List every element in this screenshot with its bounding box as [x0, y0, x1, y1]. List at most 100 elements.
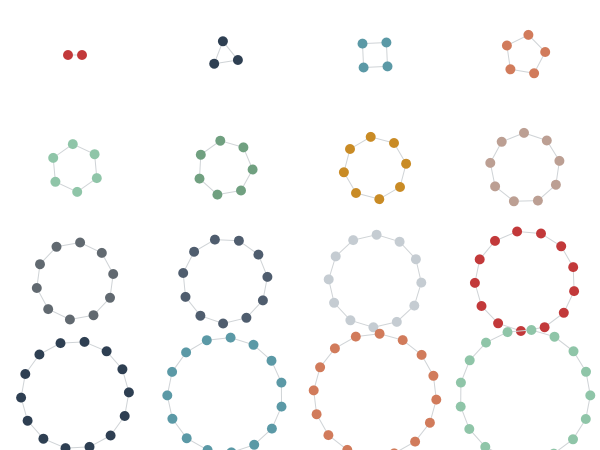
- graph-node: [195, 310, 206, 321]
- graph-node: [43, 304, 54, 315]
- cycle-graph-13: [469, 226, 580, 336]
- graph-node: [266, 355, 277, 366]
- graph-node: [519, 127, 529, 138]
- graph-node: [266, 423, 277, 434]
- graph-node: [63, 50, 73, 60]
- graph-node: [248, 339, 259, 350]
- graph-node: [189, 246, 200, 257]
- cycle-graph-11: [178, 234, 273, 329]
- graph-node: [67, 139, 78, 150]
- graph-node: [238, 142, 249, 153]
- graph-node: [554, 155, 565, 166]
- graph-node: [64, 314, 75, 325]
- graph-node: [368, 322, 379, 333]
- graph-node: [493, 318, 504, 329]
- graph-node: [348, 235, 359, 246]
- graph-node: [236, 185, 246, 196]
- graph-node: [502, 327, 513, 338]
- graph-node: [276, 377, 287, 388]
- graph-node: [209, 234, 220, 245]
- graph-node: [505, 64, 516, 75]
- graph-node: [539, 322, 550, 333]
- graph-node: [38, 433, 49, 444]
- graph-node: [428, 370, 439, 381]
- graph-node: [96, 247, 107, 258]
- graph-node: [257, 295, 268, 306]
- graph-node: [476, 301, 487, 311]
- graph-node: [512, 226, 523, 237]
- graph-node: [22, 415, 33, 426]
- graph-node: [485, 157, 496, 168]
- cycle-graph-5: [501, 29, 551, 79]
- graph-node: [262, 271, 273, 282]
- graph-node: [195, 149, 206, 160]
- graph-node: [568, 346, 579, 357]
- graph-node: [329, 343, 340, 354]
- graph-node: [60, 443, 71, 450]
- graph-node: [580, 414, 591, 424]
- graph-node: [397, 335, 408, 346]
- graph-node: [455, 401, 466, 412]
- graph-node: [424, 417, 435, 428]
- graph-node: [233, 235, 244, 246]
- cycle-graph-9: [485, 127, 565, 207]
- graph-node: [178, 268, 189, 278]
- graph-node: [455, 377, 466, 388]
- cycle-graph-15: [162, 332, 287, 450]
- graph-node: [345, 144, 355, 154]
- graph-node: [401, 158, 412, 169]
- graph-node: [541, 135, 552, 146]
- graph-node: [357, 38, 368, 49]
- graph-node: [416, 349, 427, 360]
- graph-node: [181, 347, 192, 358]
- graph-node: [253, 249, 264, 260]
- cycle-graph-12: [323, 229, 427, 333]
- graph-node: [410, 254, 421, 265]
- graph-node: [84, 441, 95, 450]
- graph-node: [202, 445, 213, 450]
- graph-node: [329, 297, 340, 308]
- graph-node: [330, 251, 341, 262]
- graph-node: [20, 369, 31, 379]
- cycle-graph-14: [16, 336, 134, 450]
- graph-node: [77, 50, 87, 60]
- graph-node: [51, 241, 62, 252]
- graph-node: [241, 312, 252, 323]
- graph-node: [540, 47, 551, 57]
- cycle-graph-3: [209, 36, 243, 69]
- graph-node: [180, 291, 191, 302]
- graph-node: [117, 364, 128, 375]
- graph-node: [342, 444, 353, 450]
- graph-node: [108, 269, 119, 279]
- graph-node: [162, 390, 173, 401]
- graph-node: [391, 316, 402, 327]
- graph-node: [568, 434, 578, 445]
- graph-node: [431, 394, 442, 405]
- graph-node: [315, 362, 326, 373]
- cycle-graph-10: [31, 237, 119, 325]
- graph-node: [218, 318, 229, 329]
- graph-node: [350, 331, 361, 342]
- graph-node: [469, 277, 480, 288]
- graph-node: [508, 196, 519, 207]
- graph-node: [389, 138, 399, 148]
- graph-node: [323, 430, 334, 441]
- graph-node: [212, 189, 223, 200]
- graph-node: [395, 182, 405, 192]
- graph-node: [526, 325, 537, 335]
- graph-node: [416, 277, 427, 288]
- graph-node: [247, 164, 258, 175]
- graph-node: [480, 441, 491, 450]
- graph-node: [532, 195, 543, 206]
- graph-node: [217, 36, 228, 47]
- graph-node: [34, 349, 45, 360]
- graph-node: [225, 332, 236, 343]
- graph-node: [374, 194, 385, 205]
- graph-node: [529, 68, 540, 79]
- graph-node: [345, 315, 356, 326]
- graph-node: [55, 338, 66, 349]
- graph-node: [35, 259, 45, 270]
- graph-node: [227, 447, 236, 450]
- graph-node: [16, 392, 27, 403]
